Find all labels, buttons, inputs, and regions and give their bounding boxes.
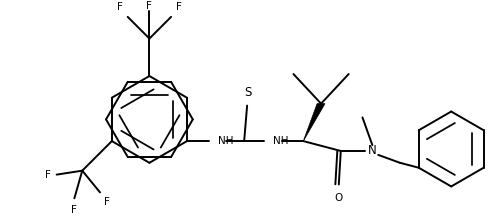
- Text: F: F: [71, 205, 77, 215]
- Polygon shape: [304, 104, 325, 141]
- Text: F: F: [176, 2, 182, 12]
- Text: NH: NH: [273, 136, 288, 146]
- Text: F: F: [146, 1, 152, 11]
- Text: S: S: [245, 86, 252, 99]
- Text: N: N: [368, 145, 376, 157]
- Text: F: F: [117, 2, 123, 12]
- Text: F: F: [104, 197, 110, 207]
- Text: O: O: [335, 193, 343, 203]
- Text: F: F: [45, 170, 51, 180]
- Text: NH: NH: [218, 136, 233, 146]
